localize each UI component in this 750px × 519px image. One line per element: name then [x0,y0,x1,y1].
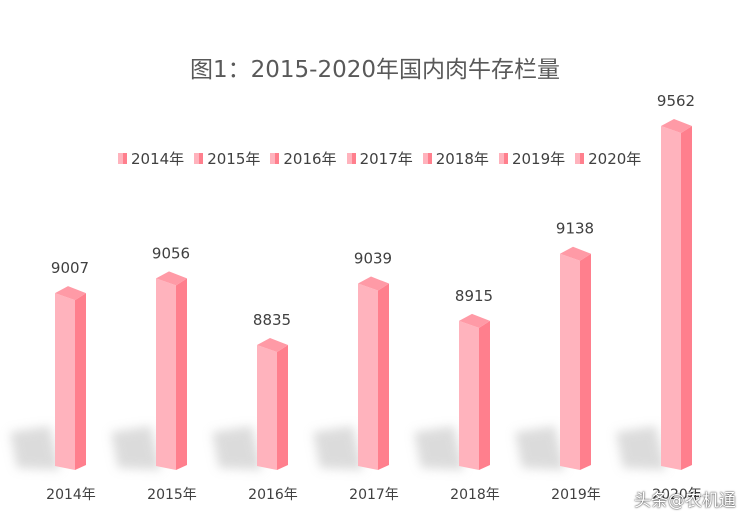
bar-shadow [414,426,464,470]
bar-front [156,278,176,470]
legend-item: 2018年 [422,148,489,169]
bar-shadow [212,426,262,470]
data-label: 9007 [51,259,89,277]
bar-shadow [515,426,565,470]
bar-shadow [111,426,161,470]
bar-side [580,253,591,470]
data-label: 9039 [354,250,392,268]
legend-label: 2016年 [283,150,337,168]
watermark: 头条@农机通 [634,491,736,511]
bar-front [55,293,75,470]
legend-label: 2019年 [511,150,566,168]
data-label: 9562 [657,92,695,110]
bar-side [681,126,692,470]
legend-item: 2015年 [194,148,260,169]
x-tick-label: 2015年 [147,487,197,503]
legend-label: 2017年 [359,150,413,168]
legend-item: 2017年 [346,148,413,169]
bar-top [459,313,490,328]
legend-item: 2019年 [498,148,566,169]
x-tick-label: 2017年 [349,487,399,503]
legend-label: 2014年 [131,150,185,168]
legend-item: 2016年 [270,148,337,169]
bar-front [459,320,479,470]
x-tick-label: 2019年 [551,487,601,503]
legend-swatch [575,153,585,164]
data-label: 9056 [152,244,190,262]
bar-front [358,283,378,470]
bar-side [378,283,389,470]
bar-top [358,276,389,291]
legend-swatch [194,153,204,164]
bars [55,119,692,470]
chart-legend: 2014年 2015年 2016年 2017年 2018年 2019年 2020… [118,148,678,169]
x-axis-ticks: 2014年 2015年 2016年 2017年 2018年 2019年 2020年 [46,487,702,503]
bar-top [55,286,86,301]
data-labels: 9007 9056 8835 9039 8915 9138 9562 [51,92,695,329]
bar-top [560,246,591,261]
legend-label: 2015年 [207,150,261,168]
legend-swatch [118,153,127,164]
data-label: 9138 [556,220,594,238]
bar-side [75,293,86,470]
bar-top [156,271,187,286]
data-label: 8915 [455,287,493,305]
bar-shadow [616,426,666,470]
x-tick-label: 2016年 [248,487,298,503]
bar-shadow [10,426,60,470]
legend-item: 2020年 [575,148,641,169]
bar-front [560,253,580,470]
bar-shadow [313,426,363,470]
legend-label: 2018年 [435,150,489,168]
legend-swatch [346,153,356,164]
legend-item: 2014年 [118,148,184,169]
bar-top [661,119,692,133]
bar-front [257,345,277,470]
data-label: 8835 [253,311,291,329]
legend-swatch [270,153,280,164]
bar-side [479,320,490,470]
x-tick-label: 2014年 [46,487,96,503]
x-tick-label: 2018年 [450,487,500,503]
legend-label: 2020年 [588,150,642,168]
bar-side [176,278,187,470]
bar-shadows [10,426,666,470]
bar-front [661,126,681,470]
legend-swatch [422,153,432,164]
bar-side [277,345,288,470]
legend-swatch [498,153,508,164]
bar-top [257,338,288,352]
x-tick-label: 2020年 [652,487,702,503]
chart-title: 图1：2015-2020年国内肉牛存栏量 [190,57,560,83]
